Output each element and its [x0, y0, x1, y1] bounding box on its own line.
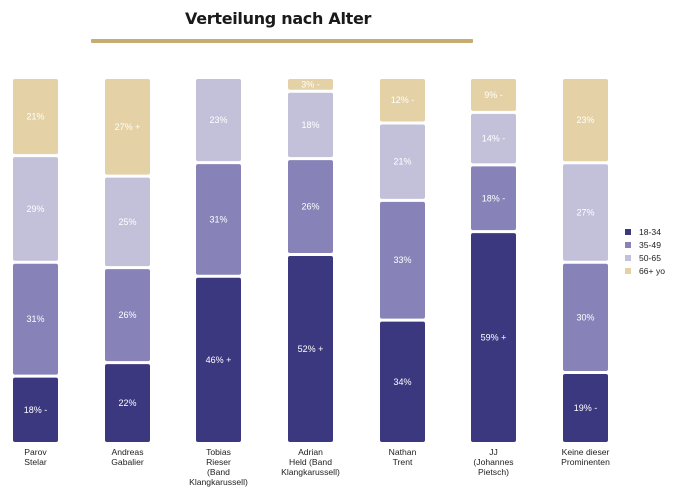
data-label: 3% - [301, 79, 320, 89]
bar-segment-5-50-65 [380, 124, 425, 199]
bar-segment-7-18-34 [563, 374, 608, 442]
data-label: 31% [26, 314, 44, 324]
bar-segment-7-50-65 [563, 164, 608, 261]
bar-segment-4-66-yo [288, 79, 333, 90]
data-label: 27% [576, 208, 594, 218]
chart-title: Verteilung nach Alter [185, 9, 372, 28]
bar-segment-1-50-65 [13, 157, 58, 261]
data-label: 14% - [482, 134, 506, 144]
data-label: 25% [118, 217, 136, 227]
category-label: Adrian Held (Band Klangkarussell) [281, 447, 340, 477]
category-label: Nathan Trent [388, 447, 417, 467]
data-label: 26% [118, 310, 136, 320]
bar-segment-2-35-49 [105, 269, 150, 362]
bar-segment-3-18-34 [196, 277, 241, 442]
data-label: 29% [26, 204, 44, 214]
data-label: 23% [209, 115, 227, 125]
bar-segment-7-35-49 [563, 263, 608, 372]
data-label: 18% - [24, 405, 48, 415]
data-label: 26% [301, 202, 319, 212]
category-label: Tobias Rieser (Band Klangkarussell) [189, 447, 248, 487]
category-label: Parov Stelar [24, 447, 47, 467]
data-label: 21% [393, 157, 411, 167]
bar-segment-3-35-49 [196, 164, 241, 275]
data-label: 23% [576, 115, 594, 125]
data-label: 19% - [574, 403, 598, 413]
data-label: 21% [26, 112, 44, 122]
bar-segment-2-18-34 [105, 364, 150, 442]
legend-item: 50-65 [625, 251, 665, 264]
data-label: 30% [576, 312, 594, 322]
legend-swatch [625, 267, 631, 274]
legend-swatch [625, 241, 631, 248]
data-label: 9% - [484, 90, 503, 100]
data-label: 22% [118, 398, 136, 408]
bar-segment-3-50-65 [196, 79, 241, 162]
data-label: 27% + [115, 122, 141, 132]
data-label: 31% [209, 214, 227, 224]
bar-segment-6-50-65 [471, 113, 516, 164]
legend-swatch [625, 254, 631, 261]
bar-segment-2-66-yo [105, 79, 150, 175]
data-label: 33% [393, 255, 411, 265]
legend-swatch [625, 228, 631, 235]
category-label: Keine dieser Prominenten [561, 447, 610, 467]
data-label: 59% + [481, 333, 507, 343]
legend-label: 35-49 [639, 239, 661, 250]
legend-item: 35-49 [625, 238, 665, 251]
bar-segment-5-35-49 [380, 201, 425, 319]
bar-segment-1-18-34 [13, 377, 58, 442]
legend-label: 18-34 [639, 226, 661, 237]
bar-segment-6-35-49 [471, 166, 516, 231]
bar-segment-5-66-yo [380, 79, 425, 122]
legend-label: 66+ yo [639, 265, 666, 276]
category-label: JJ (Johannes Pietsch) [473, 447, 514, 477]
bar-segment-2-50-65 [105, 177, 150, 267]
bar-segment-4-50-65 [288, 92, 333, 158]
bar-segment-1-66-yo [13, 79, 58, 155]
chart-legend: 18-34 35-49 50-65 66+ yo [625, 225, 665, 277]
bar-segment-4-18-34 [288, 256, 333, 442]
data-label: 52% + [298, 344, 324, 354]
bar-segment-6-18-34 [471, 233, 516, 442]
category-label: Andreas Gabalier [111, 447, 144, 467]
data-label: 34% [393, 377, 411, 387]
legend-label: 50-65 [639, 252, 661, 263]
bar-segment-7-66-yo [563, 79, 608, 162]
data-label: 18% - [482, 193, 506, 203]
title-underline [91, 39, 473, 43]
bar-segment-1-35-49 [13, 263, 58, 375]
bar-segment-4-35-49 [288, 160, 333, 254]
bar-segment-5-18-34 [380, 321, 425, 442]
data-label: 12% - [391, 95, 415, 105]
legend-item: 18-34 [625, 225, 665, 238]
data-label: 18% [301, 120, 319, 130]
bar-segment-6-66-yo [471, 79, 516, 111]
data-label: 46% + [206, 355, 232, 365]
legend-item: 66+ yo [625, 264, 665, 277]
